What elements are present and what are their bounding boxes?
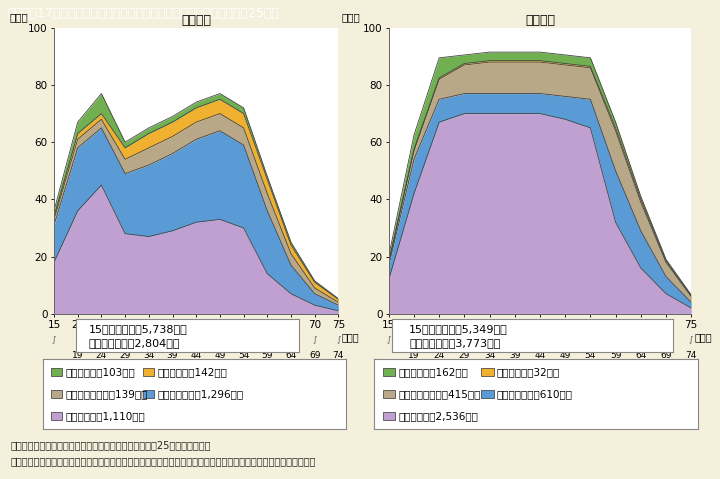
Text: ∫: ∫ bbox=[462, 334, 467, 343]
Bar bbox=[143, 367, 155, 376]
Text: ∫: ∫ bbox=[487, 334, 492, 343]
Text: ∫: ∫ bbox=[336, 334, 341, 343]
Text: 家族従業者：142万人: 家族従業者：142万人 bbox=[158, 367, 228, 377]
Text: 54: 54 bbox=[238, 351, 249, 360]
Text: 19: 19 bbox=[72, 351, 84, 360]
Bar bbox=[50, 367, 62, 376]
Text: １－特－17図　年齢階級別労働力率の就業形態別内訳（男女別，平成25年）: １－特－17図 年齢階級別労働力率の就業形態別内訳（男女別，平成25年） bbox=[7, 7, 279, 20]
Text: （歳）: （歳） bbox=[695, 332, 713, 342]
Text: （備考）１．総務省「労働力調査（基本集計）」（平成25年）より作成。: （備考）１．総務省「労働力調査（基本集計）」（平成25年）より作成。 bbox=[11, 440, 211, 450]
Text: 49: 49 bbox=[215, 351, 225, 360]
Bar bbox=[50, 390, 62, 398]
Text: ∫: ∫ bbox=[664, 334, 668, 343]
Text: ∫: ∫ bbox=[123, 334, 127, 343]
Text: 29: 29 bbox=[459, 351, 470, 360]
Text: ∫: ∫ bbox=[194, 334, 199, 343]
Text: 24: 24 bbox=[433, 351, 445, 360]
Text: ∫: ∫ bbox=[99, 334, 104, 343]
Text: 74: 74 bbox=[333, 351, 344, 360]
Text: 59: 59 bbox=[261, 351, 273, 360]
Text: ∫: ∫ bbox=[689, 334, 693, 343]
Text: 非正規雇用者：1,296万人: 非正規雇用者：1,296万人 bbox=[158, 389, 243, 399]
Text: ∫: ∫ bbox=[289, 334, 293, 343]
Text: ∫: ∫ bbox=[437, 334, 441, 343]
Text: ∫: ∫ bbox=[588, 334, 593, 343]
Text: 34: 34 bbox=[143, 351, 155, 360]
Text: 正規雇用者：2,536万人: 正規雇用者：2,536万人 bbox=[398, 411, 478, 421]
Text: 54: 54 bbox=[585, 351, 596, 360]
Bar bbox=[143, 390, 155, 398]
Text: （歳）: （歳） bbox=[342, 332, 359, 342]
Text: 労働力人口　：3,773万人: 労働力人口 ：3,773万人 bbox=[409, 338, 500, 348]
Text: 49: 49 bbox=[559, 351, 571, 360]
Text: 29: 29 bbox=[120, 351, 131, 360]
Text: 正規雇用者：1,110万人: 正規雇用者：1,110万人 bbox=[66, 411, 145, 421]
Text: （％）: （％） bbox=[341, 12, 361, 22]
Bar bbox=[382, 390, 395, 398]
Text: 非正規雇用者：610万人: 非正規雇用者：610万人 bbox=[497, 389, 573, 399]
Text: ∫: ∫ bbox=[412, 334, 416, 343]
Text: ∫: ∫ bbox=[171, 334, 175, 343]
Bar bbox=[382, 412, 395, 421]
Text: ∫: ∫ bbox=[513, 334, 517, 343]
Text: ∫: ∫ bbox=[387, 334, 391, 343]
Text: ∫: ∫ bbox=[76, 334, 80, 343]
Text: ２．正規雇用者は「正規の職員・従業員」と「役員」の合計。非正規雇用者は「非正規の職員・従業員」。: ２．正規雇用者は「正規の職員・従業員」と「役員」の合計。非正規雇用者は「非正規の… bbox=[11, 456, 316, 467]
Title: 〈男性〉: 〈男性〉 bbox=[525, 13, 555, 27]
Text: 69: 69 bbox=[309, 351, 320, 360]
Text: ∫: ∫ bbox=[639, 334, 643, 343]
Text: 自　営　業　主：415万人: 自 営 業 主：415万人 bbox=[398, 389, 480, 399]
Text: 労働力人口　：2,804万人: 労働力人口 ：2,804万人 bbox=[89, 338, 181, 348]
Text: 15歳以上人口：5,349万人: 15歳以上人口：5,349万人 bbox=[409, 324, 508, 333]
Text: （％）: （％） bbox=[9, 12, 28, 22]
Bar bbox=[382, 367, 395, 376]
Text: ∫: ∫ bbox=[538, 334, 542, 343]
Text: 完全失業者：103万人: 完全失業者：103万人 bbox=[66, 367, 135, 377]
Text: 74: 74 bbox=[685, 351, 697, 360]
Text: 64: 64 bbox=[635, 351, 647, 360]
Text: 24: 24 bbox=[96, 351, 107, 360]
Text: ∫: ∫ bbox=[147, 334, 151, 343]
Text: 69: 69 bbox=[660, 351, 672, 360]
Text: ∫: ∫ bbox=[52, 334, 56, 343]
Text: ∫: ∫ bbox=[563, 334, 567, 343]
Text: ∫: ∫ bbox=[312, 334, 317, 343]
Text: 39: 39 bbox=[167, 351, 179, 360]
Text: 家族従業者：32万人: 家族従業者：32万人 bbox=[497, 367, 560, 377]
Text: 34: 34 bbox=[484, 351, 495, 360]
Title: 〈女性〉: 〈女性〉 bbox=[181, 13, 211, 27]
Text: 59: 59 bbox=[610, 351, 621, 360]
Text: 64: 64 bbox=[285, 351, 297, 360]
Text: ∫: ∫ bbox=[217, 334, 222, 343]
Bar bbox=[50, 412, 62, 421]
Text: ∫: ∫ bbox=[241, 334, 246, 343]
Text: ∫: ∫ bbox=[613, 334, 618, 343]
Text: ∫: ∫ bbox=[265, 334, 269, 343]
Bar bbox=[482, 367, 494, 376]
Text: 完全失業者：162万人: 完全失業者：162万人 bbox=[398, 367, 468, 377]
Text: 44: 44 bbox=[534, 351, 546, 360]
Text: 15歳以上人口：5,738万人: 15歳以上人口：5,738万人 bbox=[89, 324, 188, 333]
Text: 44: 44 bbox=[191, 351, 202, 360]
Bar bbox=[482, 390, 494, 398]
Text: 19: 19 bbox=[408, 351, 420, 360]
Text: 39: 39 bbox=[509, 351, 521, 360]
Text: 自　営　業　主：139万人: 自 営 業 主：139万人 bbox=[66, 389, 148, 399]
